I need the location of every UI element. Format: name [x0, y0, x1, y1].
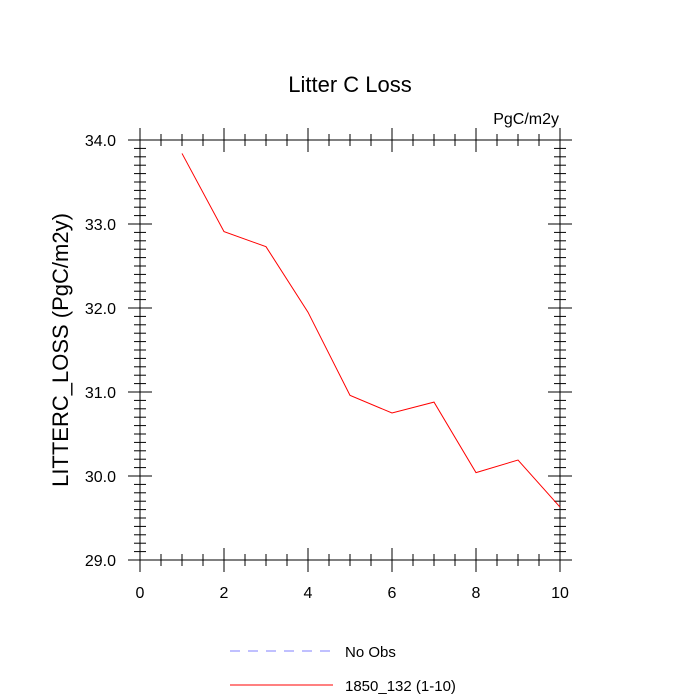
y-axis-label: LITTERC_LOSS (PgC/m2y) — [48, 213, 73, 487]
legend-label: 1850_132 (1-10) — [345, 678, 456, 695]
y-tick-labels: 29.0 30.0 31.0 32.0 33.0 34.0 — [85, 133, 116, 570]
x-tick-label: 0 — [136, 585, 145, 602]
x-tick-label: 2 — [220, 585, 229, 602]
legend: No Obs 1850_132 (1-10) — [230, 644, 456, 695]
legend-label: No Obs — [345, 644, 396, 661]
chart-title: Litter C Loss — [288, 72, 412, 97]
y-tick-label: 34.0 — [85, 133, 116, 150]
x-tick-label: 8 — [472, 585, 481, 602]
x-tick-labels: 0 2 4 6 8 10 — [136, 585, 569, 602]
y-tick-label: 30.0 — [85, 469, 116, 486]
x-tick-label: 4 — [304, 585, 313, 602]
y-tick-label: 29.0 — [85, 553, 116, 570]
series-layer — [181, 153, 561, 508]
y-tick-label: 32.0 — [85, 301, 116, 318]
series-line — [181, 153, 561, 508]
x-tick-label: 10 — [551, 585, 569, 602]
y-tick-label: 31.0 — [85, 385, 116, 402]
y-tick-label: 33.0 — [85, 217, 116, 234]
axis-ticks — [128, 128, 572, 572]
units-label: PgC/m2y — [493, 111, 559, 128]
x-tick-label: 6 — [388, 585, 397, 602]
